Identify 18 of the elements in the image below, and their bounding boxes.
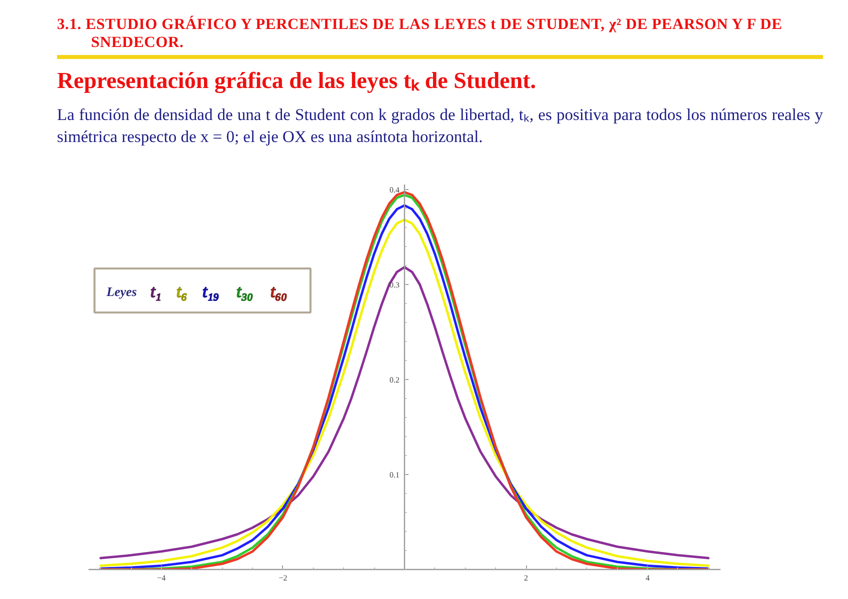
chart-subtitle: Representación gráfica de las leyes tₖ de Student. <box>57 67 538 96</box>
chart-title: 3.1. ESTUDIO GRÁFICO Y PERCENTILES DE LAS LEYES t DE STUDENT, χ² DE PEARSON Y F DE SNEDECOR. <box>57 0 823 59</box>
y-tick-label: 0.4 <box>390 185 400 194</box>
x-tick-label: −4 <box>157 574 166 582</box>
text: t₁₉ <box>202 282 220 301</box>
x-tick-label: 4 <box>646 574 650 582</box>
y-tick-label: 0.3 <box>390 280 400 290</box>
line-series <box>99 266 710 560</box>
legend-title: Leyes <box>106 284 137 299</box>
x-tick-label: 2 <box>524 574 528 582</box>
text: t₆₀ <box>270 282 288 301</box>
y-tick-label: 0.1 <box>390 470 400 480</box>
x-tick-label: −2 <box>278 574 288 582</box>
text: t₁ <box>150 282 162 301</box>
text: La función de densidad de una t de Student con k grados de libertad, tₖ, es positiva para todos los números reales y simétrica respecto de x = 0; el eje OX es una asíntota horizontal. <box>57 104 823 148</box>
text: t₆ <box>176 282 188 301</box>
text: t₃₀ <box>236 282 254 301</box>
y-tick-label: 0.2 <box>390 375 400 384</box>
